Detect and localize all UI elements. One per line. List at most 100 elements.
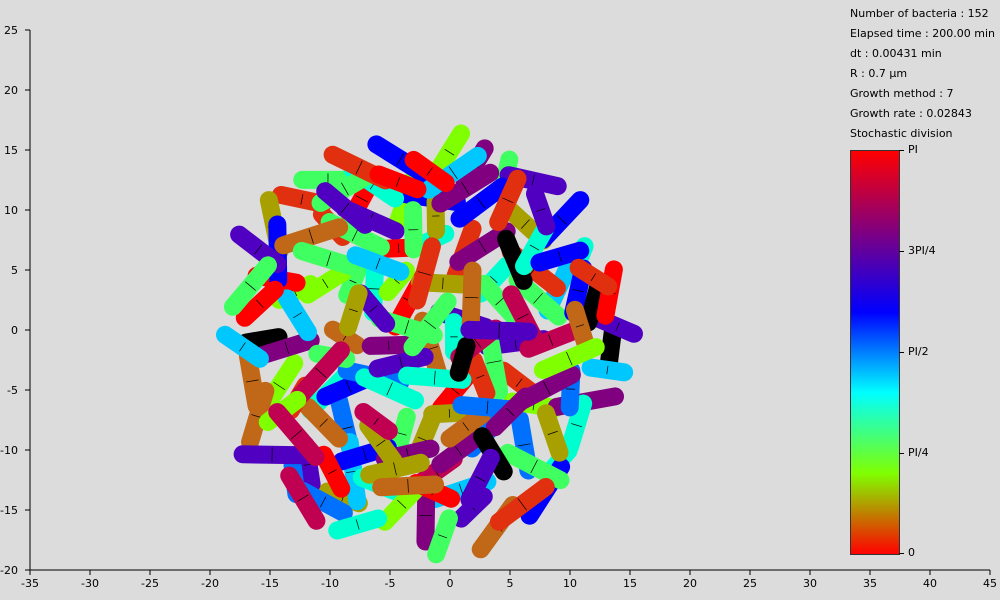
bacterium-outline [393, 278, 400, 284]
x-tick-label: -20 [201, 577, 219, 590]
bacterium-outline [256, 299, 264, 308]
bacterium-outline [476, 197, 486, 209]
bacterium-outline [319, 418, 328, 427]
bacterium-outline [375, 257, 381, 270]
bacterium-outline [397, 499, 407, 509]
bacterium-outline [506, 407, 515, 417]
bacterium-outline [362, 448, 367, 461]
bacterium-outline [520, 219, 530, 229]
bacterium-outline [529, 244, 540, 251]
bacterium-outline [386, 382, 393, 396]
y-tick-label: -20 [0, 564, 18, 577]
bacterium-outline [395, 176, 401, 187]
colorbar-tick-zero [899, 553, 904, 554]
bacterium-outline [571, 423, 583, 428]
bacterium-outline [296, 494, 309, 502]
bacterium-outline [349, 279, 357, 284]
bacterium-outline [355, 519, 360, 530]
bacterium-outline [424, 319, 437, 330]
colorbar-label-pi2: PI/2 [908, 345, 929, 358]
bacterium-outline [399, 356, 403, 369]
y-tick-label: 0 [11, 324, 18, 337]
bacterium-outline [450, 387, 460, 395]
bacterium-outline [454, 446, 463, 456]
bacterium-outline [547, 430, 558, 435]
dt-text: dt : 0.00431 min [850, 47, 942, 60]
bacterium-outline [417, 271, 432, 276]
bacterium-outline [478, 240, 487, 253]
bacterium-outline [558, 251, 562, 262]
bacterium-outline [328, 469, 337, 475]
bacterium-outline [284, 341, 290, 354]
bacterium-outline [315, 367, 327, 378]
bacterium-outline [572, 289, 584, 293]
bacterium-outline [393, 462, 397, 476]
y-tick-label: -5 [7, 384, 18, 397]
bacterium-outline [615, 322, 620, 332]
bacterium-outline [376, 439, 386, 447]
axes: -35 -30 -25 -20 -15 -10 -5 0 5 10 15 20 25 30 35 40 45 25… [0, 24, 997, 590]
bacterium-outline [588, 301, 599, 305]
bacterium-outline [474, 475, 486, 482]
bacterium-outline [261, 335, 264, 344]
bacterium-outline [530, 459, 538, 474]
bacterium-outline [473, 338, 482, 348]
bacterium-outline [486, 360, 502, 364]
elapsed-time-text: Elapsed time : 200.00 min [850, 27, 995, 40]
bacterium-outline [348, 308, 358, 312]
bacterium-outline [341, 182, 349, 196]
bacterium-outline [322, 278, 329, 289]
growth-method-text: Growth method : 7 [850, 87, 954, 100]
bacterium-outline [444, 149, 455, 156]
x-tick-label: 0 [447, 577, 454, 590]
colorbar-label-pi: PI [908, 143, 918, 156]
bacterium-outline [566, 351, 573, 366]
bacterium-outline [300, 194, 304, 205]
orientation-colorbar [850, 150, 900, 555]
x-tick-label: 20 [683, 577, 697, 590]
bacterium-outline [273, 381, 286, 391]
bacterium-outline [373, 418, 379, 425]
bacterium-outline [369, 305, 378, 313]
x-tick-label: 30 [803, 577, 817, 590]
bacterium-outline [290, 429, 303, 440]
bacterium-outline [490, 276, 498, 284]
bacterium-outline [245, 281, 256, 291]
bacterium-outline [607, 344, 616, 346]
bacterium-outline [355, 195, 368, 203]
colorbar-label-zero: 0 [908, 546, 915, 559]
y-tick-label: -10 [0, 444, 18, 457]
bacterium-outline [475, 374, 485, 379]
x-tick-label: -5 [385, 577, 396, 590]
bacterium-outline [517, 313, 529, 320]
x-tick-label: 40 [923, 577, 937, 590]
bacterium-outline [515, 378, 523, 387]
y-tick-label: 25 [4, 24, 18, 37]
bacterium-outline [404, 320, 410, 334]
x-tick-label: -15 [261, 577, 279, 590]
bacteria-colony [216, 124, 643, 564]
bacterium-outline [245, 379, 259, 383]
bacteria-count-text: Number of bacteria : 152 [850, 7, 989, 20]
bacterium-outline [340, 202, 350, 214]
bacterium-outline [536, 208, 545, 212]
bacterium-outline [448, 166, 458, 180]
colorbar-tick-3pi4 [899, 251, 904, 252]
bacterium-outline [326, 252, 332, 267]
colorbar-tick-pi2 [899, 352, 904, 353]
bacterium-outline [355, 160, 363, 175]
bacterium-outline [308, 229, 314, 244]
x-tick-label: -25 [141, 577, 159, 590]
bacterium-outline [543, 381, 551, 395]
bacterium-outline [437, 534, 448, 539]
x-tick-label: 25 [743, 577, 757, 590]
colorbar-label-3pi4: 3PI/4 [908, 244, 936, 257]
bacterium-outline [495, 296, 505, 306]
growth-rate-text: Growth rate : 0.02843 [850, 107, 972, 120]
bacterium-outline [396, 153, 405, 166]
colorbar-tick-pi4 [899, 453, 904, 454]
bacterium-outline [345, 380, 352, 393]
bacterium-outline [533, 292, 543, 304]
bacterium-outline [502, 197, 514, 204]
